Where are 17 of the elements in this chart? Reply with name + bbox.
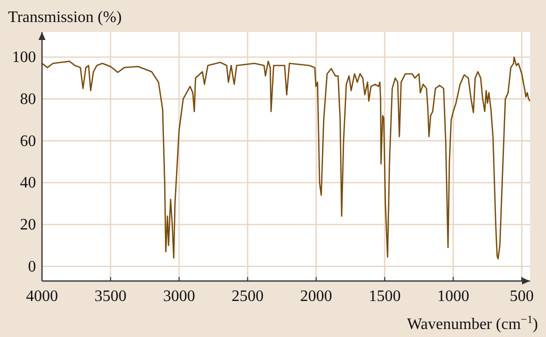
y-tick-label: 20 [20,216,36,234]
y-tick-label: 40 [20,174,36,192]
x-tick-label: 1000 [437,288,470,305]
x-tick-label: 4000 [26,288,58,305]
y-tick-label: 100 [12,49,36,66]
x-tick-label: 3000 [163,288,196,305]
line-series [41,56,531,260]
x-axis-title: Wavenumber (cm$^{−1}$) [406,314,538,333]
y-tick-label: 80 [20,90,36,108]
x-tick-label: 500 [510,288,534,305]
y-tick-label: 60 [20,132,36,150]
x-tick-label: 1500 [368,288,401,305]
x-tick-label: 2000 [300,288,332,305]
x-tick-label: 3500 [94,288,127,305]
y-axis-title: Transmission (%) [8,9,122,26]
y-tick-label: 0 [28,258,36,276]
x-tick-label: 2500 [232,288,264,305]
